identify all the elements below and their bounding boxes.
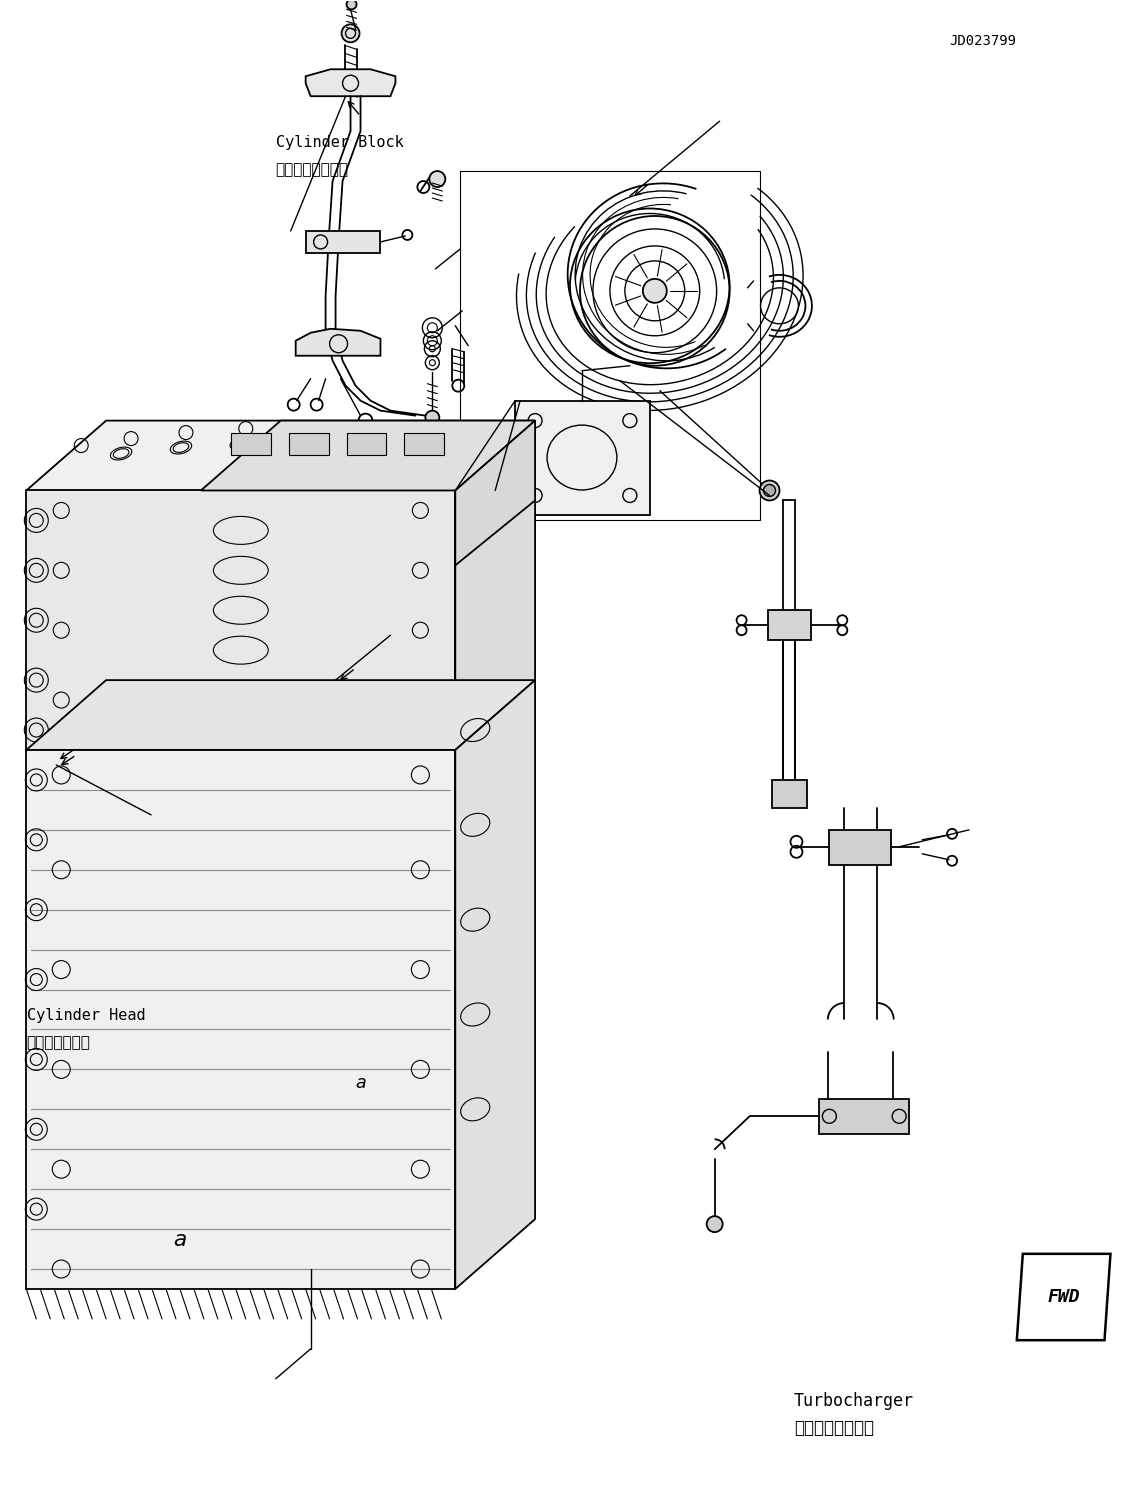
Circle shape (429, 172, 445, 186)
Polygon shape (26, 680, 535, 750)
Text: シリンダヘッド: シリンダヘッド (26, 1035, 90, 1050)
Circle shape (30, 794, 48, 812)
Bar (772, 780, 807, 807)
Bar (829, 830, 891, 865)
Text: Turbocharger: Turbocharger (795, 1392, 914, 1410)
Polygon shape (456, 421, 535, 565)
Text: シリンダブロック: シリンダブロック (276, 163, 348, 178)
Polygon shape (456, 421, 535, 750)
Polygon shape (60, 730, 93, 774)
Polygon shape (1017, 1253, 1111, 1340)
Bar (820, 1100, 909, 1134)
Circle shape (706, 1216, 722, 1232)
Text: a: a (173, 1229, 187, 1250)
Polygon shape (200, 421, 535, 491)
Circle shape (341, 24, 360, 42)
Circle shape (759, 480, 780, 500)
Bar (347, 433, 387, 455)
Polygon shape (26, 750, 456, 1289)
Text: ターボチャージャ: ターボチャージャ (795, 1419, 874, 1437)
Bar (231, 433, 270, 455)
Text: FWD: FWD (1048, 1288, 1080, 1306)
Polygon shape (456, 680, 535, 1289)
Circle shape (347, 0, 356, 9)
Circle shape (69, 661, 84, 676)
Bar (404, 433, 444, 455)
Polygon shape (26, 491, 456, 750)
Polygon shape (295, 328, 380, 355)
Circle shape (642, 279, 666, 303)
Circle shape (425, 410, 440, 425)
Polygon shape (515, 401, 650, 515)
Bar (306, 231, 380, 254)
Text: Cylinder Block: Cylinder Block (276, 136, 403, 151)
Text: a: a (355, 1074, 366, 1092)
Circle shape (764, 485, 775, 497)
Text: Cylinder Head: Cylinder Head (26, 1009, 145, 1024)
Polygon shape (26, 421, 535, 491)
Bar (289, 433, 329, 455)
Polygon shape (306, 69, 395, 95)
Bar (767, 610, 812, 640)
Text: JD023799: JD023799 (949, 34, 1017, 48)
